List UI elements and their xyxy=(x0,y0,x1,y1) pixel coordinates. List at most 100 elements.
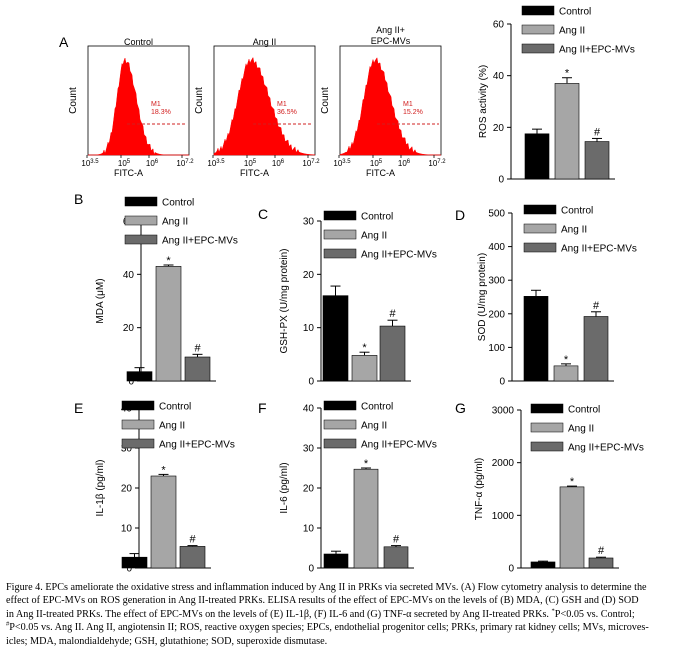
y-tick-label: 20 xyxy=(121,484,133,495)
y-axis-label: ROS activity (%) xyxy=(478,65,489,138)
histogram-title: Ang II+ xyxy=(376,25,405,35)
histogram-fill xyxy=(87,57,190,156)
y-tick-label: 60 xyxy=(493,20,505,31)
significance-mark: * xyxy=(564,354,569,366)
bar-0 xyxy=(524,133,550,180)
legend-label: Ang II xyxy=(568,424,594,435)
legend-swatch xyxy=(530,403,564,414)
legend-swatch xyxy=(124,215,158,226)
gate-percent: 18.3% xyxy=(151,109,171,116)
y-tick-label: 40 xyxy=(493,71,505,82)
significance-mark: # xyxy=(593,300,600,312)
bar-2 xyxy=(583,316,609,382)
legend-swatch xyxy=(530,422,564,433)
gate-label: M1 xyxy=(277,101,287,108)
y-tick-label: 0 xyxy=(499,377,505,388)
histogram-x-tick: 107.2 xyxy=(428,159,446,168)
panel-label: E xyxy=(74,400,83,416)
y-axis-label: TNF-α (pg/ml) xyxy=(474,458,485,520)
legend-swatch xyxy=(530,441,564,452)
legend-label: Ang II xyxy=(561,225,587,236)
figure-canvas: 0 20 40 60 ROS activity (%) * # Control Ang II An… xyxy=(59,5,644,575)
histogram-x-tick: 103.5 xyxy=(333,159,351,168)
panel-label: B xyxy=(74,191,83,207)
histogram-fill xyxy=(339,57,442,156)
gate-label: M1 xyxy=(403,101,413,108)
histogram-x-tick: 105 xyxy=(370,159,383,168)
y-tick-label: 0 xyxy=(128,377,134,388)
legend-swatch xyxy=(521,24,555,35)
legend-swatch xyxy=(521,43,555,54)
bar-2 xyxy=(379,325,406,382)
legend-label: Ang II xyxy=(361,231,387,242)
y-tick-label: 2000 xyxy=(492,458,515,469)
bar-1 xyxy=(351,355,378,382)
y-tick-label: 0 xyxy=(308,377,314,388)
bar-1 xyxy=(559,486,585,569)
legend-swatch xyxy=(121,400,155,411)
legend-label: Ang II+EPC-MVs xyxy=(162,236,238,247)
histogram-x-tick: 105 xyxy=(118,159,131,168)
significance-mark: # xyxy=(594,126,601,138)
legend-label: Ang II xyxy=(162,217,188,228)
caption-line-2: effect of EPC-MVs on ROS generation in A… xyxy=(6,595,639,607)
legend-swatch xyxy=(323,229,357,240)
y-tick-label: 20 xyxy=(303,270,315,281)
y-tick-label: 20 xyxy=(493,123,505,134)
histogram-title: Control xyxy=(124,37,153,47)
histogram-x-tick: 106 xyxy=(398,159,411,168)
caption-line-1: Figure 4. EPCs ameliorate the oxidative … xyxy=(6,582,647,593)
y-tick-label: 0 xyxy=(498,175,504,186)
legend-swatch xyxy=(323,248,357,259)
y-tick-label: 200 xyxy=(488,309,505,320)
histogram-x-tick: 107.2 xyxy=(176,159,194,168)
bar-1 xyxy=(353,468,379,569)
legend-label: Control xyxy=(361,212,393,223)
significance-mark: # xyxy=(194,342,201,354)
legend-label: Ang II+EPC-MVs xyxy=(361,440,437,451)
gate-percent: 15.2% xyxy=(403,109,423,116)
y-tick-label: 30 xyxy=(121,444,133,455)
figure-caption: Figure 4. EPCs ameliorate the oxidative … xyxy=(6,581,680,648)
legend-label: Ang II+EPC-MVs xyxy=(159,440,235,451)
bar-0 xyxy=(126,371,153,382)
significance-mark: * xyxy=(364,458,369,470)
bar-2 xyxy=(383,546,409,569)
y-tick-label: 30 xyxy=(303,217,315,228)
histogram-x-tick: 105 xyxy=(244,159,257,168)
histogram-x-tick: 103.5 xyxy=(81,159,99,168)
bar-2 xyxy=(584,141,610,180)
legend-swatch xyxy=(523,242,557,253)
panel-label: G xyxy=(455,400,466,416)
bar-0 xyxy=(121,556,148,569)
chart-sod: 0 100 200 300 400 500 SOD (U/mg protein) * # D Con… xyxy=(455,204,637,388)
caption-line-4: #P<0.05 vs. Ang II. Ang II, angiotensin … xyxy=(6,620,649,634)
bar-2 xyxy=(179,546,206,569)
chart-ros: 0 20 40 60 ROS activity (%) * # Control Ang II An… xyxy=(478,5,635,186)
legend-swatch xyxy=(523,204,557,215)
legend-swatch xyxy=(323,438,357,449)
legend-swatch xyxy=(124,234,158,245)
y-axis-label: MDA (μM) xyxy=(95,278,106,323)
gate-label: M1 xyxy=(151,101,161,108)
legend-swatch xyxy=(124,196,158,207)
histogram-fill xyxy=(213,56,316,156)
y-tick-label: 40 xyxy=(123,270,135,281)
histogram-title: Ang II xyxy=(253,37,277,47)
legend-label: Control xyxy=(361,402,393,413)
panel-label: C xyxy=(258,206,268,222)
y-tick-label: 500 xyxy=(488,209,505,220)
y-tick-label: 3000 xyxy=(492,406,515,417)
bar-0 xyxy=(523,296,549,382)
bar-1 xyxy=(150,475,177,569)
legend-label: Ang II+EPC-MVs xyxy=(568,443,644,454)
y-tick-label: 20 xyxy=(303,484,315,495)
legend-label: Ang II xyxy=(361,421,387,432)
bar-0 xyxy=(322,295,349,382)
y-axis-label: GSH-PX (U/mg protein) xyxy=(279,248,290,353)
caption-line-5: icles; MDA, malondialdehyde; GSH, glutat… xyxy=(6,635,328,647)
